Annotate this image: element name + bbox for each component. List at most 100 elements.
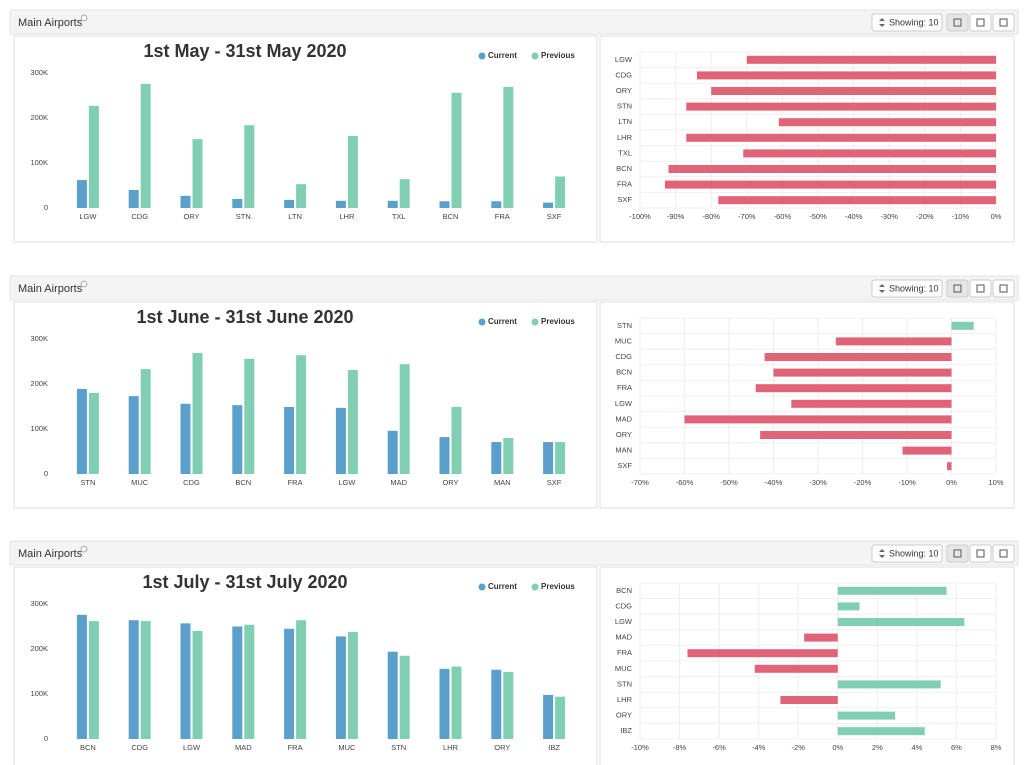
download-button[interactable]: [992, 279, 1015, 298]
x-tick-label: 0%: [832, 743, 843, 752]
bar: [491, 442, 502, 474]
y-tick-label: 200K: [30, 379, 48, 388]
table-view-button[interactable]: [969, 13, 992, 32]
bar: [837, 727, 925, 736]
bar: [347, 631, 358, 739]
y-tick-label: 300K: [30, 334, 48, 343]
bar: [192, 352, 203, 474]
button-icon: [953, 18, 962, 27]
bar: [284, 199, 295, 208]
y-tick-label: 0: [44, 734, 48, 743]
bar: [743, 149, 996, 158]
showing-button[interactable]: [871, 279, 943, 298]
bar: [284, 406, 295, 474]
y-tick-label: BCN: [616, 368, 632, 377]
bar: [140, 369, 151, 474]
x-tick-label: 10%: [988, 478, 1003, 487]
x-tick-label: -60%: [676, 478, 694, 487]
bar: [387, 430, 398, 474]
y-tick-label: SXF: [617, 195, 632, 204]
bar: [335, 407, 346, 474]
x-tick-label: ORY: [442, 478, 458, 487]
bar: [296, 620, 307, 739]
bar: [244, 624, 255, 739]
table-view-button[interactable]: [969, 544, 992, 563]
y-tick-label: FRA: [617, 180, 632, 189]
bar: [140, 83, 151, 208]
bar: [791, 399, 952, 408]
bar: [696, 71, 996, 80]
bar: [837, 680, 941, 689]
download-button[interactable]: [992, 13, 1015, 32]
help-icon[interactable]: [80, 14, 88, 22]
bar: [180, 403, 191, 474]
y-tick-label: 0: [44, 203, 48, 212]
table-view-button[interactable]: [969, 279, 992, 298]
chart-view-button[interactable]: [946, 13, 969, 32]
x-tick-label: LGW: [183, 743, 201, 752]
y-tick-label: LTN: [618, 117, 632, 126]
bar: [543, 202, 554, 208]
y-tick-label: 100K: [30, 689, 48, 698]
sort-icon: [879, 18, 885, 27]
bar: [947, 462, 952, 471]
bar: [451, 406, 462, 474]
button-icon: [999, 549, 1008, 558]
x-tick-label: IBZ: [548, 743, 560, 752]
bar: [760, 431, 952, 439]
bar: [439, 437, 450, 474]
y-tick-label: BCN: [616, 164, 632, 173]
bar: [503, 86, 514, 208]
bar: [686, 133, 996, 142]
x-tick-label: -80%: [702, 212, 720, 221]
download-button[interactable]: [992, 544, 1015, 563]
x-tick-label: FRA: [495, 212, 510, 221]
button-icon: [976, 18, 985, 27]
x-tick-label: 0%: [946, 478, 957, 487]
showing-label: Showing: 10: [889, 548, 939, 558]
bar: [180, 195, 191, 208]
legend-marker: [531, 583, 539, 591]
button-icon: [976, 284, 985, 293]
panel-header: [9, 9, 1019, 35]
x-tick-label: -70%: [738, 212, 756, 221]
x-tick-label: -20%: [916, 212, 934, 221]
x-tick-label: STN: [391, 743, 406, 752]
bar: [543, 442, 554, 474]
y-tick-label: CDG: [615, 352, 632, 361]
y-tick-label: LHR: [617, 133, 633, 142]
chart-view-button[interactable]: [946, 279, 969, 298]
bar: [399, 179, 410, 208]
chart-view-button[interactable]: [946, 544, 969, 563]
bar: [837, 618, 965, 626]
chart-title: 1st July - 31st July 2020: [142, 572, 347, 592]
y-tick-label: IBZ: [620, 726, 632, 735]
x-tick-label: LGW: [338, 478, 356, 487]
showing-label: Showing: 10: [889, 283, 939, 293]
showing-button[interactable]: [871, 13, 943, 32]
chart-title: 1st June - 31st June 2020: [136, 307, 353, 327]
x-tick-label: -40%: [845, 212, 863, 221]
y-tick-label: ORY: [616, 430, 632, 439]
y-tick-label: CDG: [615, 70, 632, 79]
bar: [296, 184, 307, 208]
bar: [140, 621, 151, 739]
help-icon[interactable]: [80, 545, 88, 553]
bar: [804, 633, 838, 642]
help-icon[interactable]: [80, 280, 88, 288]
y-tick-label: STN: [617, 321, 632, 330]
y-tick-label: 0: [44, 469, 48, 478]
panel-title: Main Airports: [18, 283, 83, 295]
bar: [232, 626, 243, 739]
bar: [543, 694, 554, 739]
bar: [664, 180, 996, 189]
x-tick-label: TXL: [392, 212, 406, 221]
y-tick-label: 300K: [30, 599, 48, 608]
x-tick-label: ORY: [494, 743, 510, 752]
x-tick-label: -10%: [952, 212, 970, 221]
showing-button[interactable]: [871, 544, 943, 563]
legend-label: Current: [488, 582, 517, 591]
bar: [439, 668, 450, 739]
bar: [668, 165, 996, 173]
sort-icon: [879, 549, 885, 558]
